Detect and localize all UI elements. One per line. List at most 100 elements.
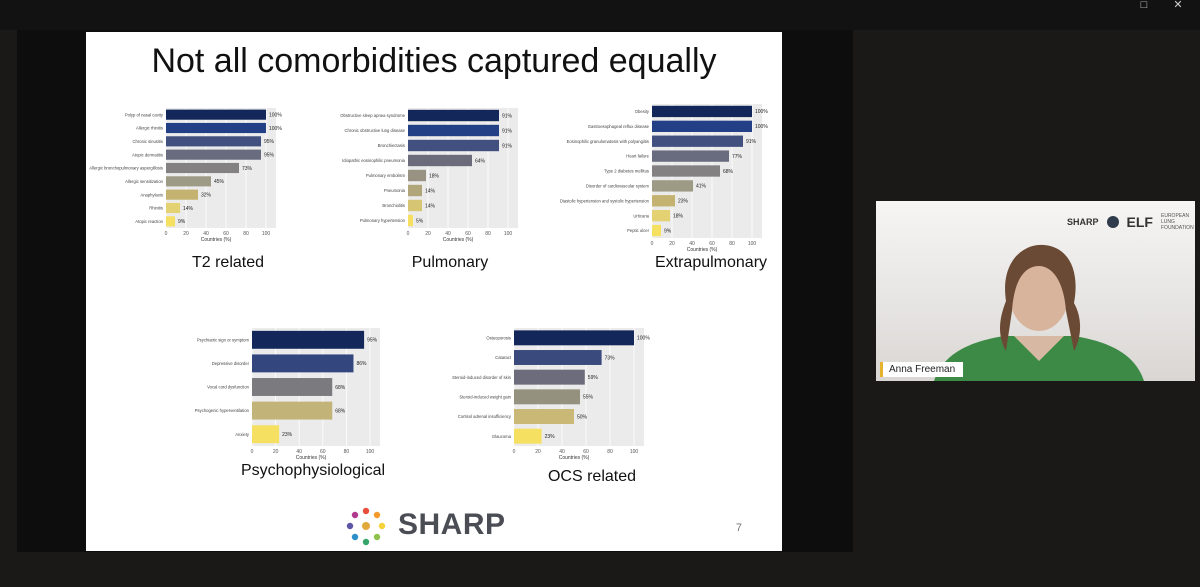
x-tick-label: 100 bbox=[366, 449, 375, 455]
x-tick-label: 80 bbox=[243, 231, 249, 237]
data-label: 41% bbox=[696, 184, 707, 190]
bar bbox=[514, 409, 574, 424]
x-tick-label: 100 bbox=[748, 241, 757, 247]
x-tick-label: 0 bbox=[251, 449, 254, 455]
data-label: 100% bbox=[637, 336, 650, 342]
data-label: 100% bbox=[269, 112, 282, 118]
data-label: 91% bbox=[502, 113, 513, 119]
sharp-logo: SHARP bbox=[344, 505, 524, 553]
x-tick-label: 20 bbox=[535, 449, 541, 455]
bar bbox=[166, 109, 266, 120]
category-label: Anaphylaxis bbox=[140, 192, 163, 197]
data-label: 100% bbox=[269, 126, 282, 132]
category-label: Peptic ulcer bbox=[627, 228, 649, 233]
data-label: 64% bbox=[475, 158, 486, 164]
slide-number: 7 bbox=[735, 522, 742, 534]
bar bbox=[166, 202, 180, 214]
participant-name-tag: Anna Freeman bbox=[880, 362, 964, 377]
bar bbox=[166, 189, 198, 200]
bar bbox=[652, 180, 693, 192]
category-label: Obstructive sleep apnea syndrome bbox=[340, 113, 405, 118]
chart-ocs-related: 0 20 40 60 80 100 Countries (%) Osteoporosis 100… bbox=[452, 328, 650, 461]
bar bbox=[514, 369, 585, 385]
plot-background bbox=[514, 328, 644, 446]
bar bbox=[166, 176, 211, 187]
elf-emblem-icon bbox=[1106, 216, 1119, 228]
picture-in-picture-icon[interactable]: □ bbox=[1140, 0, 1148, 11]
participant-video[interactable]: SHARP ELF EUROPEAN LUNG FOUNDATION Anna … bbox=[876, 201, 1195, 381]
bar bbox=[252, 425, 280, 444]
category-label: Gastroesophageal reflux disease bbox=[588, 124, 650, 129]
data-label: 23% bbox=[678, 199, 689, 205]
data-label: 100% bbox=[755, 109, 768, 115]
category-label: Atopic dermatitis bbox=[132, 152, 163, 157]
category-label: Chronic obstructive lung disease bbox=[344, 128, 405, 133]
category-label: Idiopathic eosinophilic pneumonia bbox=[342, 158, 406, 163]
x-tick-label: 20 bbox=[425, 231, 431, 237]
bar bbox=[408, 109, 499, 122]
data-label: 91% bbox=[746, 139, 757, 145]
data-label: 18% bbox=[673, 213, 684, 219]
chart-caption-ocs-related: OCS related bbox=[547, 468, 637, 485]
category-label: Allergic rhinitis bbox=[136, 126, 163, 131]
bar bbox=[514, 389, 580, 405]
bar bbox=[408, 214, 413, 227]
data-label: 45% bbox=[214, 179, 225, 185]
x-axis-label: Countries (%) bbox=[296, 455, 327, 461]
category-label: Pulmonary embolism bbox=[366, 173, 406, 178]
category-label: Psychogenic hyperventilation bbox=[195, 408, 250, 413]
bar bbox=[652, 150, 729, 162]
x-tick-label: 20 bbox=[669, 241, 675, 247]
category-label: Pulmonary hypertension bbox=[360, 218, 406, 223]
bar bbox=[408, 199, 422, 212]
x-tick-label: 80 bbox=[729, 241, 735, 247]
bar bbox=[652, 105, 752, 118]
category-label: Diastolic hypertension and systolic hype… bbox=[560, 198, 650, 203]
category-label: Bronchiectasis bbox=[378, 143, 405, 148]
bar bbox=[252, 401, 333, 420]
chart-caption-psychophysiological: Psychophysiological bbox=[240, 462, 386, 479]
category-label: Atopic reaction bbox=[135, 219, 163, 224]
bar bbox=[166, 122, 266, 134]
category-label: Psychiatric sign or symptom bbox=[197, 337, 250, 342]
bar bbox=[514, 428, 542, 444]
x-tick-label: 40 bbox=[689, 241, 695, 247]
data-label: 73% bbox=[605, 355, 616, 361]
elf-logo-subtitle: EUROPEAN LUNG FOUNDATION bbox=[1161, 213, 1194, 231]
category-label: Allergic bronchopulmonary aspergillosis bbox=[89, 166, 163, 171]
x-tick-label: 60 bbox=[320, 449, 326, 455]
data-label: 9% bbox=[178, 219, 186, 225]
slide-title: Not all comorbidities captured equally bbox=[151, 42, 717, 80]
data-label: 9% bbox=[664, 228, 672, 234]
data-label: 50% bbox=[577, 414, 588, 420]
data-label: 14% bbox=[183, 206, 194, 212]
close-icon[interactable]: ✕ bbox=[1173, 0, 1183, 11]
category-label: Obesity bbox=[635, 109, 650, 114]
data-label: 59% bbox=[588, 375, 599, 381]
chart-caption-extrapulmonary: Extrapulmonary bbox=[654, 254, 768, 271]
x-tick-label: 20 bbox=[273, 449, 279, 455]
x-tick-label: 0 bbox=[651, 241, 654, 247]
sharp-logo-text: SHARP bbox=[398, 508, 506, 541]
bar bbox=[408, 139, 499, 152]
category-label: Steroid-induced weight gain bbox=[459, 394, 511, 399]
x-tick-label: 0 bbox=[165, 231, 168, 237]
top-bar: □ ✕ bbox=[0, 0, 1200, 30]
x-tick-label: 40 bbox=[203, 231, 209, 237]
x-axis-label: Countries (%) bbox=[559, 455, 590, 461]
chart-caption-t2-related: T2 related bbox=[191, 254, 265, 271]
x-tick-label: 100 bbox=[504, 231, 513, 237]
category-label: Rhinitis bbox=[149, 206, 163, 211]
data-label: 86% bbox=[356, 361, 367, 367]
data-label: 95% bbox=[367, 338, 378, 344]
category-label: Eosinophilic granulomatosis with polyang… bbox=[567, 139, 649, 144]
category-label: Disorder of cardiovascular system bbox=[586, 183, 650, 188]
x-tick-label: 60 bbox=[223, 231, 229, 237]
chart-extrapulmonary: 0 20 40 60 80 100 Countries (%) Obesity 100% Gast… bbox=[560, 104, 768, 253]
chart-pulmonary: 0 20 40 60 80 100 Countries (%) Obstructive sle… bbox=[340, 108, 518, 243]
bar bbox=[166, 136, 261, 147]
data-label: 91% bbox=[502, 143, 513, 149]
category-label: Depressive disorder bbox=[212, 361, 250, 366]
bar bbox=[252, 354, 354, 373]
bar bbox=[652, 210, 670, 222]
